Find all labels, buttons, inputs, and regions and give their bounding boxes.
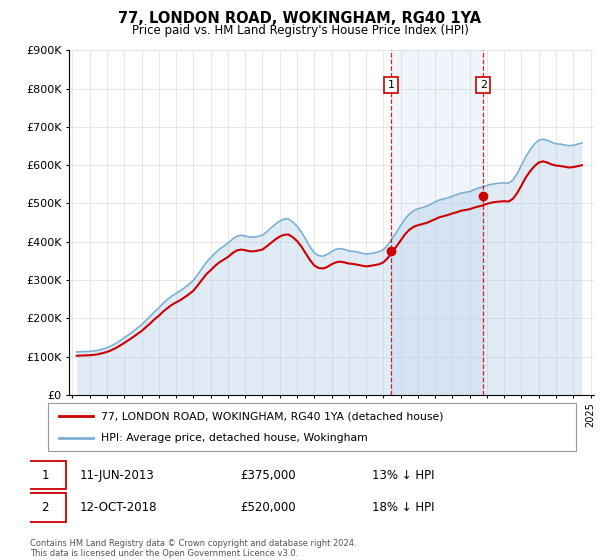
Text: 77, LONDON ROAD, WOKINGHAM, RG40 1YA: 77, LONDON ROAD, WOKINGHAM, RG40 1YA [118,11,482,26]
Text: 11-JUN-2013: 11-JUN-2013 [80,469,154,482]
FancyBboxPatch shape [48,403,576,451]
Text: 77, LONDON ROAD, WOKINGHAM, RG40 1YA (detached house): 77, LONDON ROAD, WOKINGHAM, RG40 1YA (de… [101,411,443,421]
Text: Contains HM Land Registry data © Crown copyright and database right 2024.
This d: Contains HM Land Registry data © Crown c… [30,539,356,558]
Text: 2: 2 [480,80,487,90]
Bar [391,50,484,395]
Text: 12-OCT-2018: 12-OCT-2018 [80,501,157,514]
Text: £520,000: £520,000 [240,501,295,514]
Text: HPI: Average price, detached house, Wokingham: HPI: Average price, detached house, Woki… [101,433,368,443]
Text: 1: 1 [388,80,395,90]
Text: £375,000: £375,000 [240,469,295,482]
Text: 18% ↓ HPI: 18% ↓ HPI [372,501,435,514]
Text: Price paid vs. HM Land Registry's House Price Index (HPI): Price paid vs. HM Land Registry's House … [131,24,469,36]
FancyBboxPatch shape [25,493,66,522]
Text: 13% ↓ HPI: 13% ↓ HPI [372,469,435,482]
FancyBboxPatch shape [25,461,66,489]
Text: 2: 2 [41,501,49,514]
Text: 1: 1 [41,469,49,482]
